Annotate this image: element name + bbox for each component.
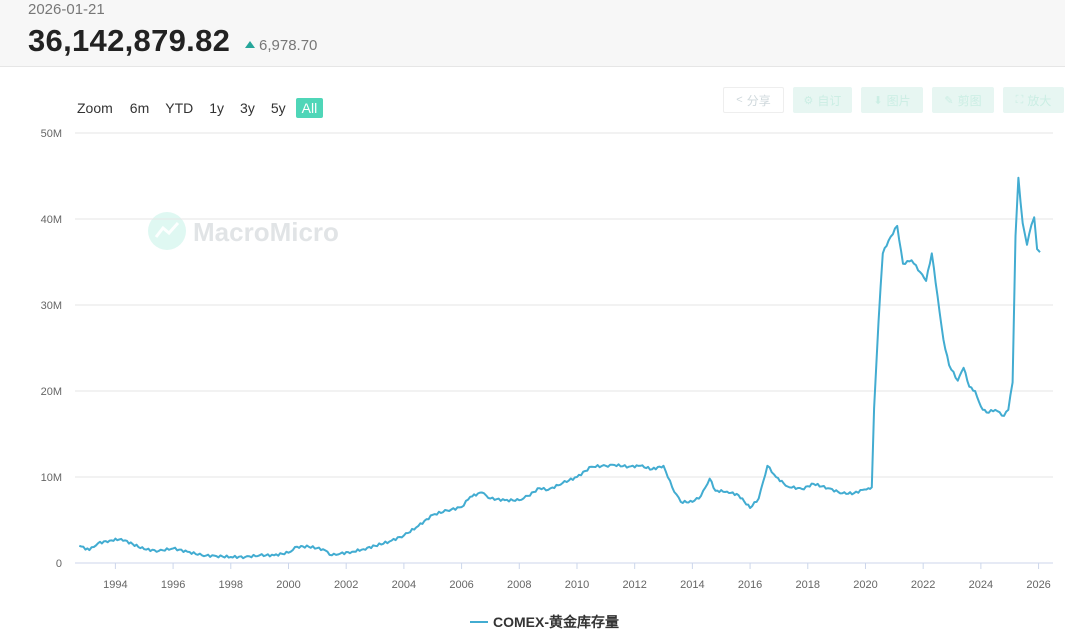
image-label: 图片 (886, 93, 911, 108)
x-tick-label: 2012 (622, 579, 646, 591)
x-tick-label: 2020 (853, 579, 877, 591)
x-tick-label: 2008 (507, 579, 531, 591)
download-icon: ⬇ (873, 94, 883, 107)
x-tick-label: 2010 (565, 579, 589, 591)
x-tick-label: 1994 (103, 579, 127, 591)
watermark-text: MacroMicro (193, 217, 339, 247)
quote-date: 2026-01-21 (28, 1, 105, 18)
x-tick-label: 2026 (1026, 579, 1050, 591)
customize-label: 自订 (817, 93, 842, 108)
clip-label: 剪图 (957, 93, 982, 108)
x-tick-label: 2022 (911, 579, 935, 591)
legend-label: COMEX-黄金库存量 (493, 614, 619, 630)
zoom-label: Zoom (77, 100, 113, 116)
x-tick-label: 2014 (680, 579, 704, 591)
change-value: 6,978.70 (259, 37, 318, 54)
x-tick-label: 2004 (392, 579, 416, 591)
x-tick-label: 2018 (796, 579, 820, 591)
customize-button[interactable]: ⚙ 自订 (793, 87, 852, 113)
zoom-1y-button[interactable]: 1y (209, 100, 225, 116)
chart-legend[interactable]: COMEX-黄金库存量 (470, 612, 619, 632)
watermark: MacroMicro (148, 212, 339, 250)
y-tick-label: 50M (41, 128, 62, 140)
legend-swatch (470, 621, 488, 623)
expand-label: 放大 (1027, 93, 1052, 108)
x-tick-label: 1998 (219, 579, 243, 591)
up-arrow-icon (245, 41, 255, 48)
expand-button[interactable]: ⛶ 放大 (1003, 87, 1064, 113)
chart-toolbar: < 分享 ⚙ 自订 ⬇ 图片 ✎ 剪图 ⛶ 放大 (723, 87, 1064, 113)
x-tick-label: 2024 (969, 579, 993, 591)
y-tick-label: 10M (41, 472, 62, 484)
y-tick-label: 0 (56, 558, 62, 570)
change-indicator: 6,978.70 (245, 37, 317, 54)
series-line (78, 176, 1041, 560)
zoom-ytd-button[interactable]: YTD (165, 100, 194, 116)
current-value: 36,142,879.82 (28, 23, 231, 58)
y-tick-label: 20M (41, 386, 62, 398)
line-chart: MacroMicro 0 10M 20M 30M 40M 50M 1994 1996 1998… (41, 128, 1053, 591)
zoom-3y-button[interactable]: 3y (240, 100, 255, 116)
zoom-all-button[interactable]: All (295, 98, 324, 118)
expand-icon: ⛶ (1015, 93, 1024, 106)
y-tick-label: 30M (41, 300, 62, 312)
x-tick-label: 2002 (334, 579, 358, 591)
x-tick-label: 2000 (276, 579, 300, 591)
grid (75, 132, 1053, 564)
x-tick-label: 2006 (449, 579, 473, 591)
pencil-icon: ✎ (944, 94, 954, 107)
clip-button[interactable]: ✎ 剪图 (932, 87, 994, 113)
image-button[interactable]: ⬇ 图片 (861, 87, 923, 113)
share-button[interactable]: < 分享 (723, 87, 784, 113)
y-tick-label: 40M (41, 214, 62, 226)
header-bar: 2026-01-21 36,142,879.82 6,978.70 (0, 0, 1065, 67)
zoom-6m-button[interactable]: 6m (129, 100, 150, 116)
share-label: 分享 (746, 93, 771, 108)
zoom-selector: Zoom 6m YTD 1y 3y 5y All (77, 98, 327, 118)
x-axis: 1994 1996 1998 2000 2002 2004 2006 2008 2010 2012… (103, 563, 1051, 591)
x-tick-label: 2016 (738, 579, 762, 591)
y-axis: 0 10M 20M 30M 40M 50M (41, 128, 62, 570)
share-icon: < (736, 94, 743, 106)
gear-icon: ⚙ (803, 94, 814, 107)
zoom-5y-button[interactable]: 5y (270, 100, 286, 116)
x-tick-label: 1996 (161, 579, 185, 591)
